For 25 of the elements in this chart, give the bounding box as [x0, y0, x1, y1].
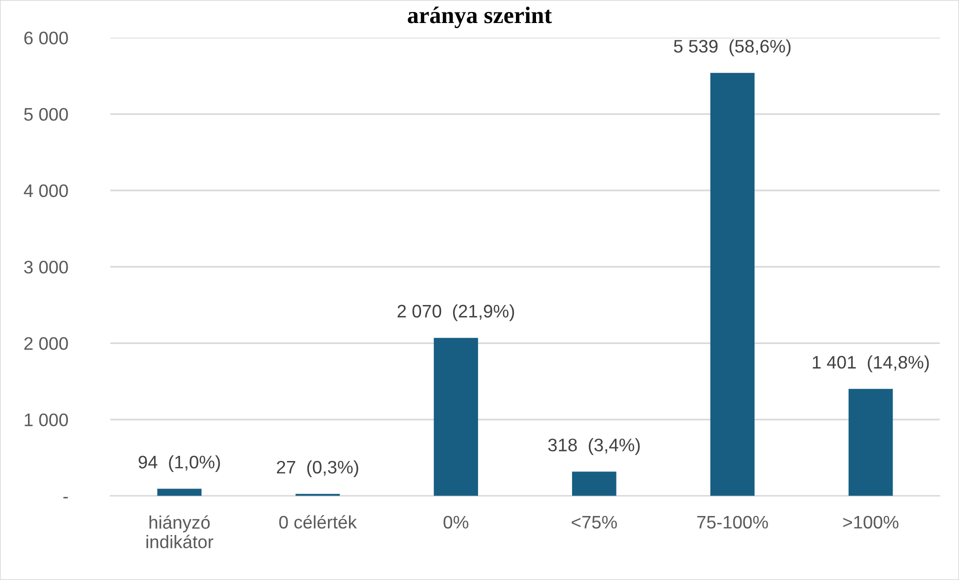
data-label: 27 (0,3%): [276, 460, 358, 478]
data-label: 1 401 (14,8%): [812, 355, 929, 372]
bar: [572, 472, 616, 496]
bar: [157, 488, 202, 496]
y-tick-label: 1 000: [24, 413, 68, 426]
data-label: 2 070 (21,9%): [398, 304, 514, 322]
bar: [434, 338, 478, 496]
y-tick-label: -: [63, 496, 68, 498]
y-tick-label: 3 000: [24, 260, 68, 274]
chart-title: aránya szerint: [408, 6, 552, 28]
y-tick-label: 5 000: [24, 108, 68, 121]
data-label: 318 (3,4%): [548, 438, 640, 455]
data-label: 5 539 (58,6%): [674, 39, 791, 56]
bar: [848, 388, 893, 496]
y-tick-label: 4 000: [24, 184, 68, 198]
x-tick-label: hiányzó indikátor: [146, 515, 214, 548]
x-tick-label: 75-100%: [697, 516, 768, 529]
bar: [710, 72, 755, 496]
x-tick-label: <75%: [572, 516, 617, 529]
y-tick-label: 6 000: [24, 32, 68, 44]
x-tick-label: 0%: [444, 516, 468, 529]
data-label: 94 (1,0%): [138, 455, 220, 472]
y-tick-label: 2 000: [24, 337, 68, 350]
x-tick-label: >100%: [843, 516, 898, 529]
x-tick-label: 0 célérték: [279, 515, 357, 529]
